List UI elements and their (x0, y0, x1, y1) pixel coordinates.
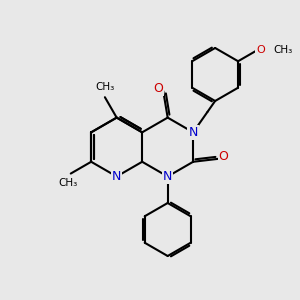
Text: CH₃: CH₃ (95, 82, 115, 92)
Text: N: N (112, 170, 122, 183)
Text: O: O (256, 45, 265, 55)
Text: O: O (153, 82, 163, 95)
Text: N: N (188, 126, 198, 139)
Text: O: O (219, 150, 228, 163)
Text: CH₃: CH₃ (58, 178, 77, 188)
Text: N: N (163, 170, 172, 183)
Text: CH₃: CH₃ (273, 45, 292, 55)
